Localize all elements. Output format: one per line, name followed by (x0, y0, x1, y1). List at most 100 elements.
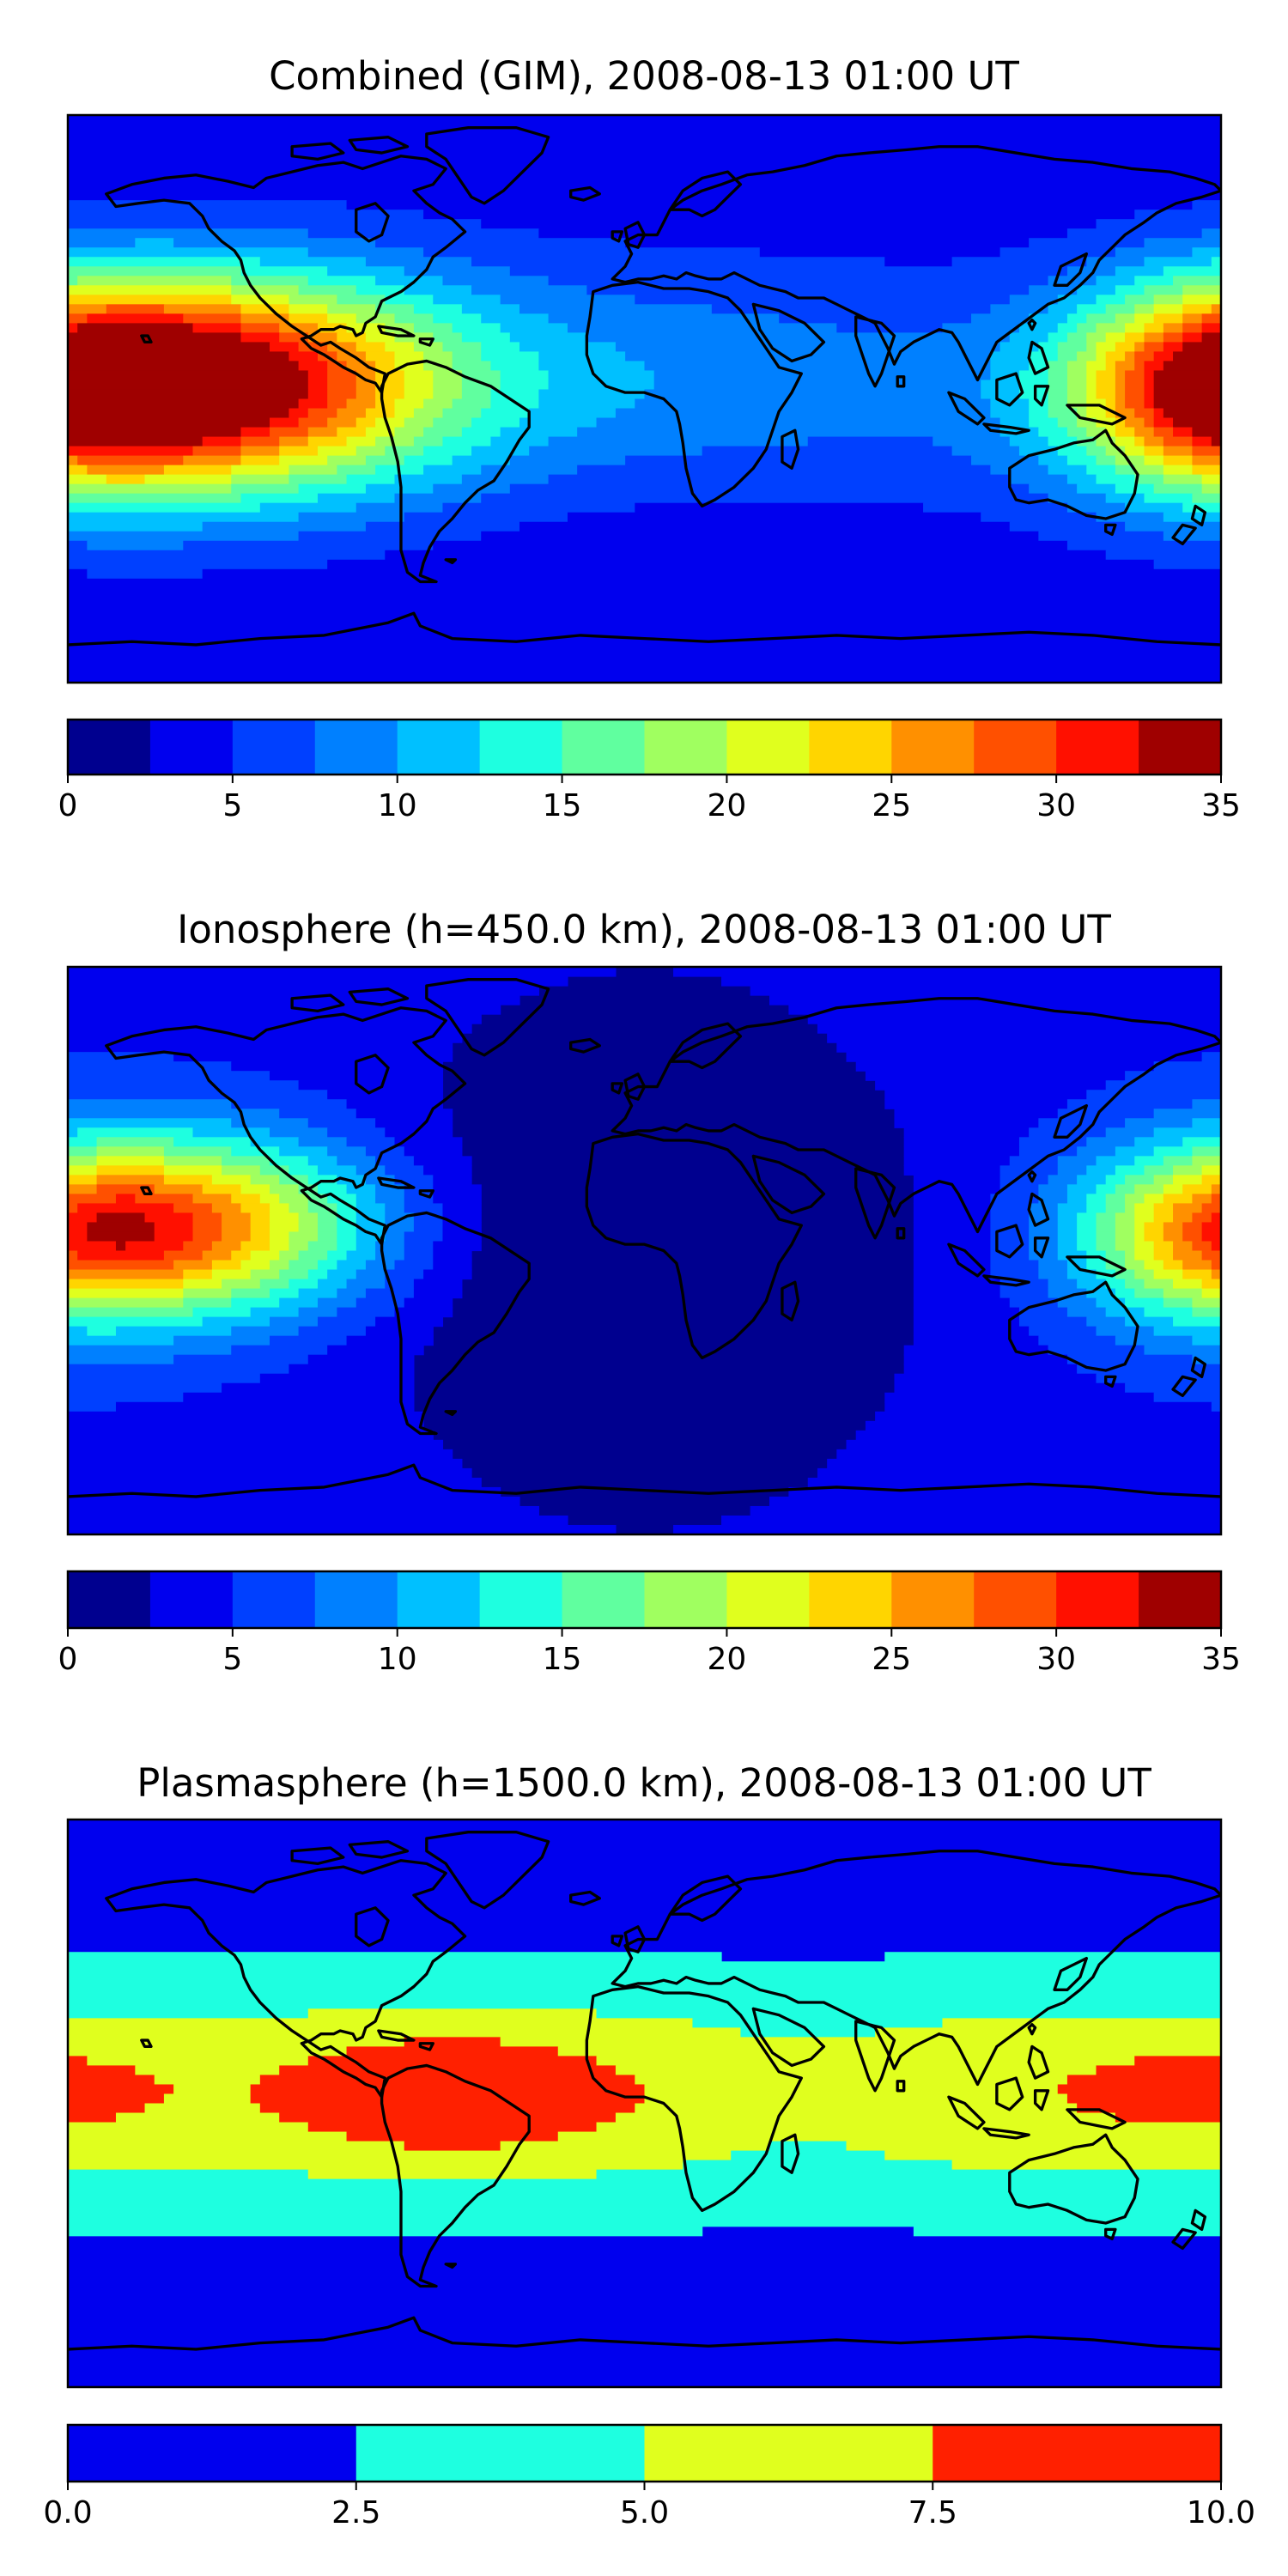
field-cell (913, 1250, 991, 1261)
field-cell (68, 1496, 520, 1507)
field-cell (1182, 1260, 1212, 1271)
field-cell (68, 1392, 184, 1403)
field-cell (68, 2141, 405, 2152)
field-cell (1173, 351, 1222, 362)
field-cell (1144, 446, 1164, 457)
field-cell (1018, 370, 1049, 381)
field-cell (1144, 380, 1155, 391)
field-cell (404, 2141, 501, 2152)
field-cell (1077, 417, 1097, 428)
field-cell (87, 568, 204, 580)
field-cell (1144, 1260, 1164, 1271)
field-cell (1105, 1127, 1155, 1138)
field-cell (163, 1146, 232, 1157)
field-cell (1115, 361, 1135, 372)
field-cell (1153, 380, 1222, 391)
field-cell (913, 1231, 991, 1242)
field-cell (68, 2122, 309, 2133)
field-cell (1182, 323, 1203, 333)
field-cell (481, 493, 1049, 504)
field-cell (1134, 342, 1145, 353)
field-cell (307, 276, 376, 286)
field-cell (307, 2122, 598, 2133)
field-cell (1144, 1194, 1164, 1205)
field-cell (385, 446, 424, 457)
field-cell (231, 1345, 328, 1356)
field-cell (1018, 380, 1049, 391)
field-cell (68, 995, 520, 1005)
field-cell (1029, 1241, 1059, 1252)
field-cell (1077, 1231, 1097, 1242)
field-cell (404, 1231, 444, 1242)
field-cell (913, 1307, 1020, 1318)
field-cell (999, 342, 1039, 353)
field-cell (231, 1099, 348, 1109)
field-cell (375, 1241, 405, 1252)
field-cell (77, 455, 184, 466)
field-cell (1153, 304, 1183, 314)
field-cell (913, 1175, 1001, 1185)
field-cell (173, 238, 376, 248)
field-cell (222, 1165, 261, 1176)
field-cell (509, 483, 1030, 495)
field-cell (731, 2150, 885, 2161)
field-cell (894, 1382, 1126, 1394)
field-cell (307, 436, 348, 447)
field-cell (394, 351, 424, 362)
field-cell (346, 1279, 386, 1290)
field-cell (913, 1297, 1011, 1309)
field-cell (1211, 1184, 1222, 1194)
field-cell (1048, 1288, 1087, 1299)
field-cell (68, 398, 300, 410)
field-cell (173, 1203, 213, 1214)
field-cell (548, 276, 1049, 286)
field-cell (298, 531, 482, 542)
field-cell (433, 540, 1068, 551)
field-cell (394, 361, 424, 372)
field-cell (1163, 408, 1222, 419)
field-cell (279, 2065, 617, 2076)
field-cell (68, 1458, 463, 1469)
field-cell (1201, 1279, 1222, 1290)
field-cell (68, 200, 348, 210)
field-cell (68, 1477, 482, 1488)
field-cell (68, 568, 88, 580)
field-cell (903, 1156, 1011, 1166)
field-cell (884, 1099, 1068, 1109)
field-cell (1182, 1269, 1212, 1280)
field-cell (68, 266, 242, 276)
field-cell (1144, 1165, 1174, 1176)
field-cell (68, 2037, 405, 2047)
field-cell (346, 361, 376, 372)
field-cell (394, 332, 434, 343)
field-cell (923, 502, 1068, 513)
field-cell (1173, 1212, 1194, 1224)
field-cell (644, 2093, 1068, 2105)
field-cell (163, 1165, 222, 1176)
field-cell (355, 1231, 386, 1242)
field-cell (913, 1288, 1001, 1299)
field-cell (471, 417, 520, 428)
field-cell (135, 1194, 194, 1205)
colorbar-segment (933, 2425, 1222, 2482)
field-cell (68, 1194, 117, 1205)
field-cell (1192, 1307, 1222, 1318)
field-cell (1096, 1212, 1116, 1224)
field-cell (884, 1401, 1212, 1413)
field-cell (1115, 285, 1145, 295)
field-cell (942, 323, 1020, 333)
field-cell (1153, 1109, 1222, 1119)
field-cell (298, 512, 405, 523)
field-cell (423, 247, 761, 258)
field-cell (433, 1250, 472, 1261)
field-cell (289, 304, 328, 314)
field-cell (115, 1241, 126, 1252)
field-cell (433, 1194, 482, 1205)
field-cell (250, 2084, 646, 2095)
field-cell (1201, 228, 1222, 239)
field-cell (183, 1288, 232, 1299)
field-cell (1144, 1279, 1174, 1290)
field-cell (240, 446, 280, 457)
field-cell (87, 2056, 309, 2067)
field-cell (1144, 361, 1164, 372)
